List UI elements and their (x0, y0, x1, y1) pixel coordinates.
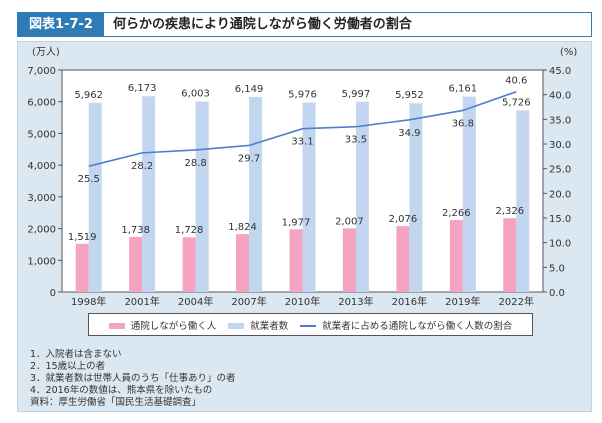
right-tick-label: 15.0 (549, 214, 571, 225)
legend-item-ratio: 就業者に占める通院しながら働く人数の割合 (300, 318, 512, 332)
note: 2．15歳以上の者 (30, 361, 106, 372)
bar-clinic (503, 218, 517, 292)
left-tick-label: 5,000 (27, 129, 56, 140)
data-label-employed: 5,726 (502, 97, 531, 108)
data-label-employed: 5,962 (74, 90, 103, 101)
left-axis-unit: (万人) (32, 46, 60, 58)
data-label-employed: 6,149 (235, 84, 264, 95)
legend-label: 就業者数 (250, 320, 289, 332)
bar-clinic (396, 226, 410, 292)
x-tick-label: 2004年 (178, 295, 213, 308)
left-tick-label: 4,000 (27, 161, 56, 172)
x-tick-label: 2019年 (445, 295, 480, 308)
data-label-clinic: 2,266 (442, 208, 471, 219)
right-tick-label: 10.0 (549, 239, 571, 250)
x-tick-label: 2001年 (124, 295, 159, 308)
data-label-employed: 6,003 (181, 89, 210, 100)
right-tick-label: 25.0 (549, 165, 571, 176)
data-label-ratio: 40.6 (505, 76, 527, 87)
data-label-ratio: 28.2 (131, 161, 153, 172)
data-label-clinic: 2,007 (335, 216, 364, 227)
bar-clinic (182, 237, 196, 292)
bar-employed (516, 110, 530, 293)
left-tick-label: 7,000 (27, 66, 56, 77)
x-tick-label: 2022年 (499, 295, 534, 308)
bar-employed (195, 101, 209, 292)
data-label-employed: 5,952 (395, 90, 424, 101)
data-label-clinic: 2,326 (495, 206, 524, 217)
data-label-employed: 5,976 (288, 89, 317, 100)
note: 1．入院者は含まない (30, 349, 122, 360)
right-tick-label: 30.0 (549, 140, 571, 151)
data-label-clinic: 1,977 (282, 217, 311, 228)
right-tick-label: 5.0 (549, 263, 565, 274)
bar-clinic (449, 220, 463, 292)
figure-header: 図表1-7-2 何らかの疾患により通院しながら働く労働者の割合 (17, 12, 592, 37)
right-tick-label: 35.0 (549, 115, 571, 126)
legend-swatch-pink (108, 323, 125, 329)
data-label-clinic: 1,738 (121, 225, 150, 236)
bar-clinic (342, 228, 356, 292)
data-label-ratio: 34.9 (398, 128, 420, 139)
data-label-ratio: 29.7 (238, 153, 260, 164)
legend-label: 就業者に占める通院しながら働く人数の割合 (322, 320, 513, 332)
bar-employed (88, 102, 102, 292)
data-label-employed: 6,161 (449, 84, 478, 95)
data-label-ratio: 33.1 (291, 137, 313, 148)
right-tick-label: 40.0 (549, 91, 571, 102)
legend-line (300, 325, 317, 327)
note: 4．2016年の数値は、熊本県を除いたもの (30, 385, 213, 396)
x-tick-label: 2016年 (392, 295, 427, 308)
bar-employed (462, 96, 476, 293)
data-label-clinic: 1,824 (228, 222, 257, 233)
right-tick-label: 20.0 (549, 189, 571, 200)
data-label-employed: 5,997 (342, 89, 371, 100)
right-tick-label: 0.0 (549, 288, 565, 299)
right-axis-unit: (%) (560, 47, 577, 58)
x-tick-label: 2010年 (285, 295, 320, 308)
x-tick-label: 2007年 (231, 295, 266, 308)
data-label-ratio: 28.8 (184, 158, 206, 169)
bar-employed (249, 96, 263, 292)
data-label-employed: 6,173 (128, 83, 157, 94)
legend-item-employed: 就業者数 (228, 318, 288, 332)
data-label-ratio: 36.8 (452, 118, 474, 129)
right-tick-label: 45.0 (549, 66, 571, 77)
bar-clinic (236, 234, 250, 292)
bar-clinic (129, 236, 143, 292)
notes: 1．入院者は含まない 2．15歳以上の者 3．就業者数は世帯人員のうち「仕事あり… (30, 349, 236, 409)
bar-employed (409, 103, 423, 292)
bar-employed (302, 102, 316, 292)
note: 3．就業者数は世帯人員のうち「仕事あり」の者 (30, 373, 236, 384)
left-tick-label: 6,000 (27, 98, 56, 109)
left-tick-label: 0 (50, 288, 56, 299)
x-tick-label: 1998年 (71, 295, 106, 308)
ratio-line (88, 90, 517, 167)
left-tick-label: 3,000 (27, 193, 56, 204)
data-label-ratio: 33.5 (345, 135, 367, 146)
bar-employed (355, 101, 369, 293)
legend-label: 通院しながら働く人 (130, 320, 217, 332)
source: 資料：厚生労働省「国民生活基礎調査」 (30, 397, 202, 408)
legend: 通院しながら働く人 就業者数 就業者に占める通院しながら働く人数の割合 (88, 313, 533, 336)
bar-clinic (289, 229, 303, 292)
left-tick-label: 2,000 (27, 225, 56, 236)
data-label-clinic: 2,076 (389, 214, 418, 225)
legend-item-clinic: 通院しながら働く人 (108, 318, 217, 332)
legend-swatch-blue (228, 323, 245, 329)
data-label-clinic: 1,728 (175, 225, 204, 236)
figure-title: 何らかの疾患により通院しながら働く労働者の割合 (113, 17, 412, 32)
figure-number: 図表1-7-2 (18, 13, 104, 36)
left-tick-label: 1,000 (27, 256, 56, 267)
bar-clinic (75, 243, 89, 292)
data-label-ratio: 25.5 (78, 174, 100, 185)
bar-employed (142, 96, 156, 292)
x-tick-label: 2013年 (338, 295, 373, 308)
data-label-clinic: 1,519 (68, 232, 97, 243)
